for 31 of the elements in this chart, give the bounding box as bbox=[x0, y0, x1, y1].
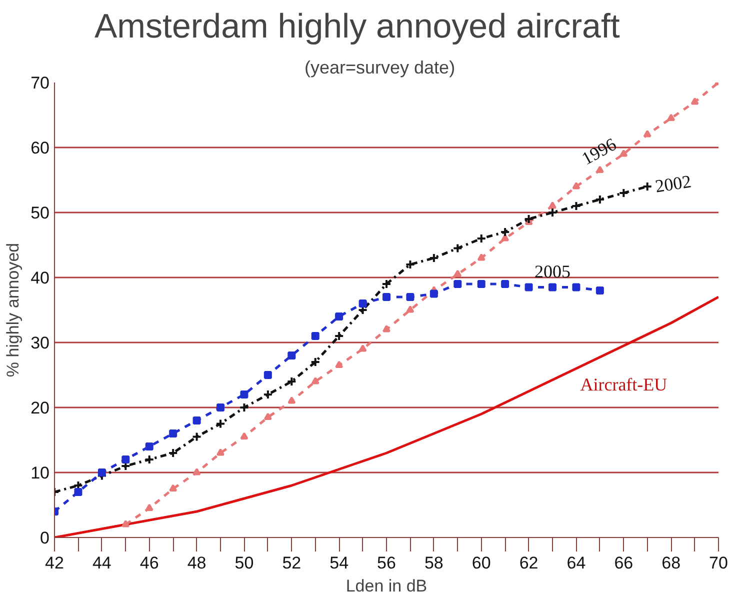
y-tick-label: 40 bbox=[30, 268, 50, 288]
x-tick-label: 70 bbox=[709, 554, 728, 572]
annotation: 1996 bbox=[578, 134, 620, 169]
chart-subtitle: (year=survey date) bbox=[304, 58, 456, 78]
x-tick-label: 60 bbox=[472, 554, 491, 572]
x-tick-label: 68 bbox=[662, 554, 681, 572]
y-tick-label: 60 bbox=[30, 138, 50, 158]
y-tick-label: 0 bbox=[40, 528, 50, 548]
y-axis-title: % highly annoyed bbox=[4, 242, 23, 378]
annotation: Aircraft-EU bbox=[580, 374, 668, 394]
y-tick-label: 20 bbox=[30, 398, 50, 418]
x-tick-label: 62 bbox=[519, 554, 538, 572]
x-axis-title: Lden in dB bbox=[346, 576, 428, 596]
x-tick-label: 42 bbox=[45, 554, 64, 572]
chart-title: Amsterdam highly annoyed aircraft bbox=[94, 8, 620, 46]
x-tick-label: 64 bbox=[566, 554, 586, 572]
x-tick-label: 50 bbox=[234, 554, 254, 572]
y-tick-label: 70 bbox=[30, 74, 50, 92]
x-tick-label: 46 bbox=[140, 554, 159, 572]
x-tick-label: 52 bbox=[282, 554, 302, 572]
y-tick-label: 10 bbox=[30, 464, 50, 482]
x-tick-label: 48 bbox=[187, 554, 206, 572]
x-tick-label: 66 bbox=[614, 554, 634, 572]
x-tick-label: 44 bbox=[92, 554, 112, 572]
annotation: 2002 bbox=[654, 171, 692, 196]
y-tick-label: 50 bbox=[30, 204, 50, 222]
annotation: 2005 bbox=[534, 261, 570, 282]
y-tick-label: 30 bbox=[30, 334, 50, 352]
x-tick-label: 54 bbox=[330, 554, 349, 572]
x-tick-label: 58 bbox=[424, 554, 444, 572]
x-tick-label: 56 bbox=[377, 554, 396, 572]
